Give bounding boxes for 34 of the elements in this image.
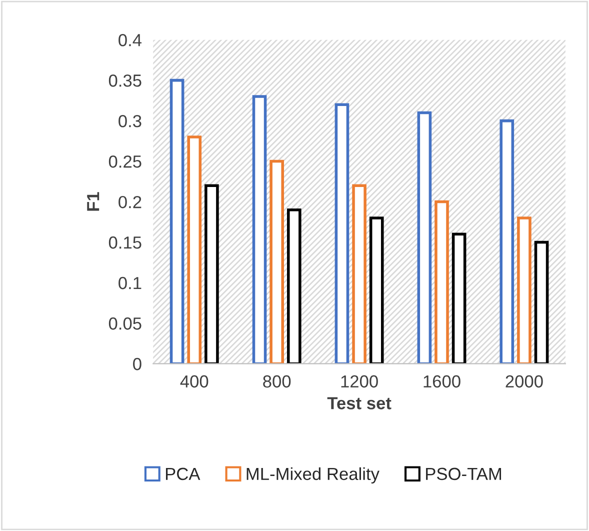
x-tick-label: 1200 [341, 375, 378, 388]
y-tick-label: 0.1 [118, 276, 142, 290]
bar [204, 184, 219, 364]
y-tick-label: 0.2 [118, 196, 142, 208]
legend-label: PSO-TAM [426, 468, 502, 480]
bar [187, 136, 202, 364]
x-tick-label: 400 [180, 375, 208, 388]
bar [534, 240, 549, 364]
y-tick-label: 0.35 [108, 74, 142, 87]
y-tick-label: 0.3 [118, 114, 142, 128]
bar [452, 232, 466, 364]
x-tick-label: 1600 [424, 375, 460, 388]
y-tick-label: 0.25 [108, 155, 142, 168]
y-tick-label: 0.05 [108, 317, 142, 330]
bar [334, 103, 350, 364]
bar [286, 208, 302, 364]
legend-label: ML-Mixed Reality [246, 467, 380, 484]
x-tick-label: 800 [263, 375, 291, 388]
bar [170, 78, 184, 364]
bar [270, 160, 284, 364]
y-tick-label: 0 [133, 358, 142, 370]
bar [500, 119, 514, 364]
y-axis-title: F1 [87, 192, 100, 211]
y-tick-label: 0.15 [108, 236, 142, 249]
x-axis-title: Test set [327, 397, 392, 410]
bar [369, 216, 384, 364]
legend-label: PCA [166, 468, 200, 480]
bar [352, 184, 366, 364]
x-tick-label: 2000 [506, 375, 543, 388]
bar [252, 95, 267, 364]
bar [517, 216, 532, 364]
bar [434, 200, 449, 364]
bar [417, 111, 432, 364]
y-tick-label: 0.4 [118, 34, 142, 46]
